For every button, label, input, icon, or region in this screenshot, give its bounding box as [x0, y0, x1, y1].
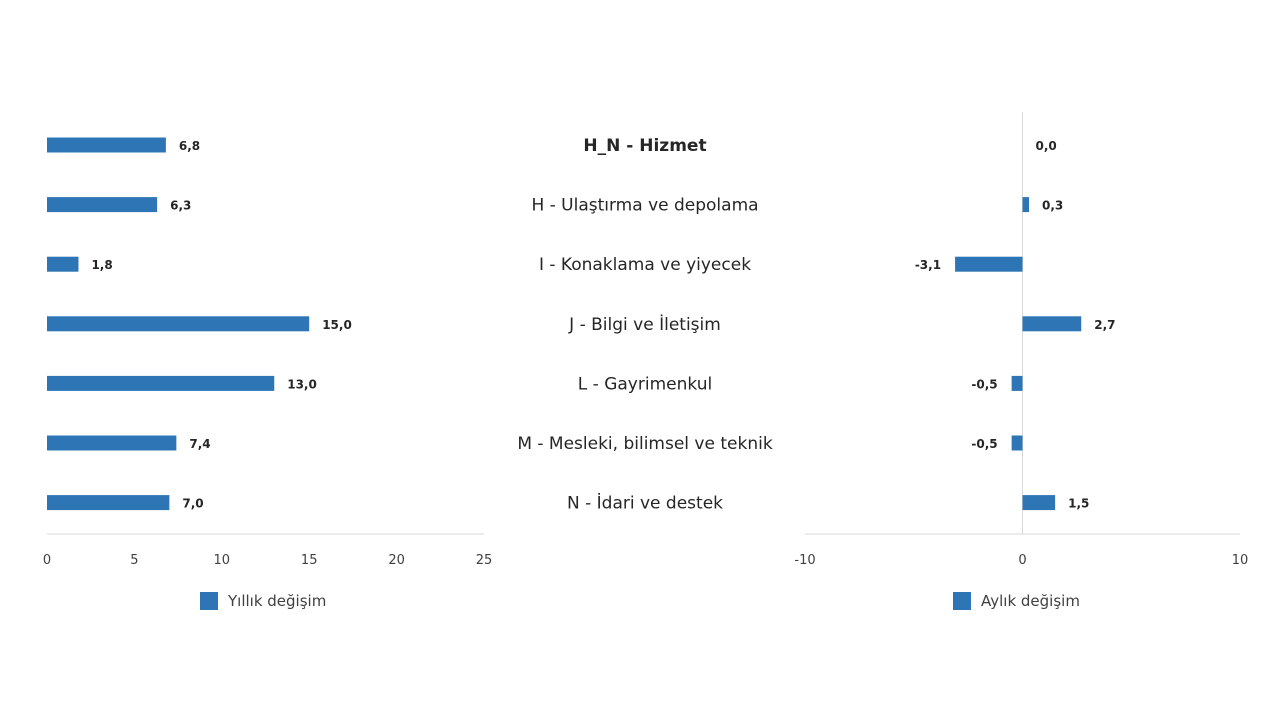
- left-bar: [47, 375, 275, 391]
- left-bar: [47, 137, 166, 153]
- left-bar-value-label: 1,8: [91, 258, 112, 272]
- left-bar: [47, 435, 177, 451]
- left-bar-value-label: 15,0: [322, 318, 352, 332]
- left-x-tick-label: 25: [476, 553, 493, 568]
- left-bar: [47, 256, 79, 272]
- category-label: N - İdari ve destek: [567, 493, 723, 514]
- left-bar-value-label: 6,3: [170, 199, 191, 213]
- right-bar-value-label: -0,5: [971, 437, 997, 451]
- right-bar-value-label: 0,3: [1042, 199, 1063, 213]
- right-bar: [1011, 375, 1023, 391]
- right-x-tick-label: 10: [1232, 553, 1249, 568]
- left-bar: [47, 316, 310, 332]
- left-legend-label: Yıllık değişim: [227, 592, 326, 610]
- left-x-tick-label: 15: [301, 553, 318, 568]
- category-label: L - Gayrimenkul: [578, 374, 712, 394]
- right-legend-swatch: [953, 592, 971, 610]
- category-labels: H_N - Hizmet H - Ulaştırma ve depolama I -…: [517, 136, 773, 514]
- right-bar: [1022, 197, 1030, 213]
- right-bar-value-label: 0,0: [1036, 139, 1057, 153]
- right-bar: [955, 256, 1023, 272]
- right-bar-value-label: 1,5: [1068, 497, 1089, 511]
- left-bar: [47, 495, 170, 511]
- left-chart-annual-change: 0 5 10 15 20 25 6,8 6,3 1,8 15,0 13,0 7,4 7,0 Yıllık …: [43, 137, 493, 610]
- category-label: I - Konaklama ve yiyecek: [539, 255, 751, 275]
- category-label: J - Bilgi ve İletişim: [568, 314, 721, 335]
- left-x-tick-label: 5: [130, 553, 138, 568]
- left-x-tick-label: 20: [388, 553, 405, 568]
- category-label: H_N - Hizmet: [583, 136, 706, 156]
- right-bar-value-label: -0,5: [971, 377, 997, 391]
- category-label: H - Ulaştırma ve depolama: [531, 196, 758, 216]
- left-bar: [47, 197, 158, 213]
- left-bar-value-label: 7,4: [189, 437, 210, 451]
- right-bar: [1022, 495, 1056, 511]
- left-bar-value-label: 7,0: [182, 497, 203, 511]
- left-legend-swatch: [200, 592, 218, 610]
- right-bar: [1011, 435, 1023, 451]
- category-label: M - Mesleki, bilimsel ve teknik: [517, 434, 773, 454]
- left-x-tick-label: 10: [214, 553, 231, 568]
- left-x-tick-label: 0: [43, 553, 51, 568]
- right-x-tick-label: -10: [794, 553, 815, 568]
- right-x-tick-label: 0: [1018, 553, 1026, 568]
- right-bar: [1022, 316, 1082, 332]
- left-bar-value-label: 6,8: [179, 139, 200, 153]
- right-chart-monthly-change: -10 0 10 0,0 0,3 -3,1 2,7 -0,5 -0,5 1,5 Aylık deği…: [794, 112, 1248, 610]
- right-bar-value-label: 2,7: [1094, 318, 1115, 332]
- right-legend-label: Aylık değişim: [981, 592, 1080, 610]
- left-bar-value-label: 13,0: [287, 377, 317, 391]
- right-bar-value-label: -3,1: [915, 258, 941, 272]
